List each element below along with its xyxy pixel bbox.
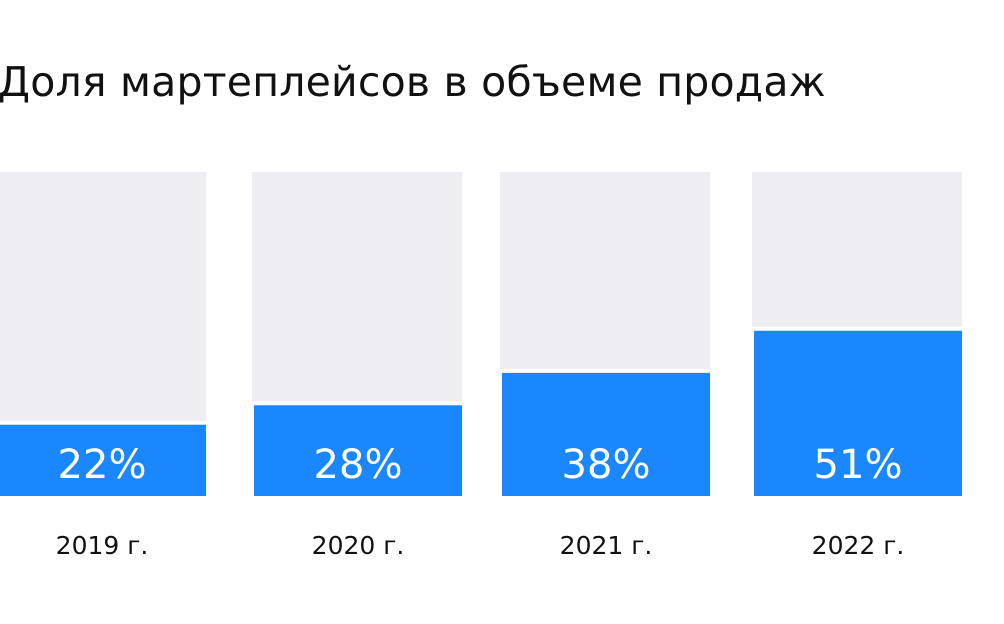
- category-label: 2021 г.: [560, 531, 653, 560]
- bar: [502, 372, 710, 496]
- bar-value-label: 22%: [58, 442, 147, 488]
- bar-value-label: 28%: [314, 442, 403, 488]
- bar: [0, 424, 206, 496]
- bar: [754, 330, 962, 496]
- bar: [254, 405, 462, 496]
- bar-track: [752, 172, 962, 327]
- category-label: 2020 г.: [312, 531, 405, 560]
- chart-title: Доля мартеплейсов в объеме продаж: [0, 58, 826, 106]
- bar-value-label: 51%: [814, 442, 903, 488]
- bar-track: [252, 172, 462, 402]
- category-label: 2019 г.: [56, 531, 149, 560]
- bar-track: [0, 172, 206, 421]
- bar-value-label: 38%: [562, 442, 651, 488]
- category-label: 2022 г.: [812, 531, 905, 560]
- bar-track: [500, 172, 710, 369]
